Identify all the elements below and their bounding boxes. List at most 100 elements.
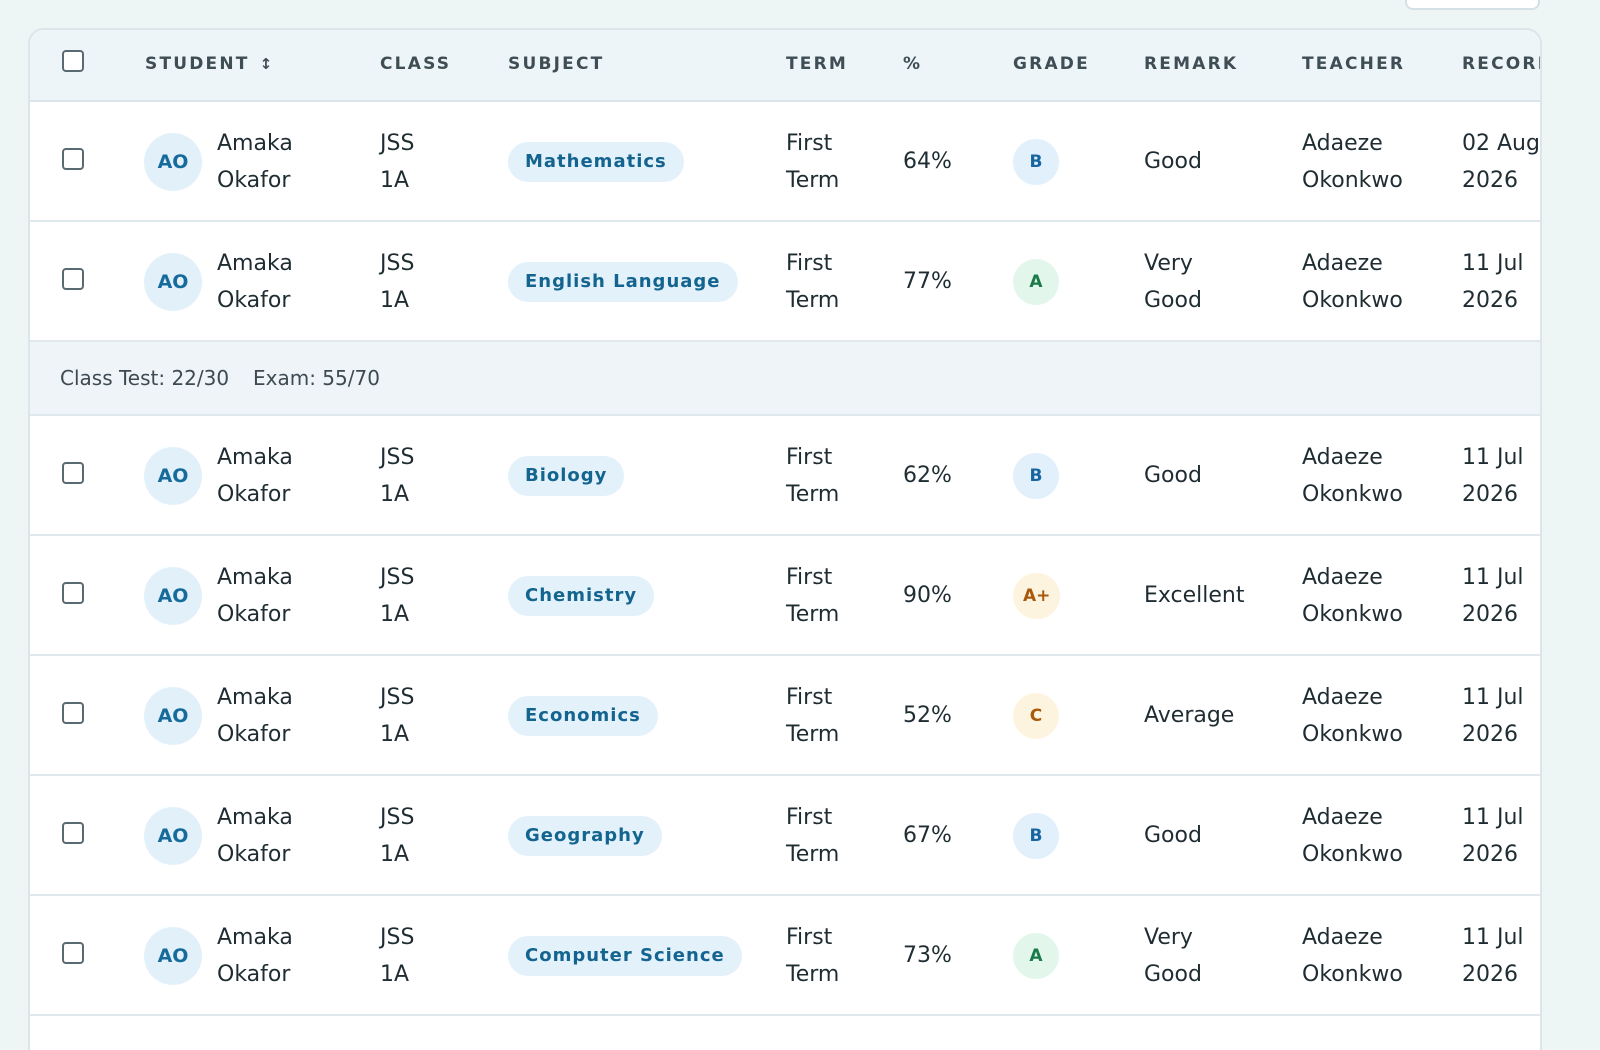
header-teacher: TEACHER [1302, 54, 1406, 74]
header-recorded: RECORD [1462, 54, 1540, 74]
table-row[interactable]: AO Amaka Okafor JSS 1A Chemistry First T… [30, 536, 1540, 656]
term-line-2: Term [786, 962, 840, 987]
recorded-day-month: 11 Jul [1462, 565, 1524, 590]
header-student[interactable]: STUDENT ↕ [145, 54, 273, 74]
teacher-first-name: Adaeze [1302, 251, 1383, 276]
row-checkbox[interactable] [62, 822, 84, 844]
top-action-button[interactable] [1405, 0, 1540, 10]
class-level: JSS [380, 251, 415, 276]
row-checkbox[interactable] [62, 268, 84, 290]
remark-cell: Very Good [1144, 919, 1202, 993]
recorded-date-cell: 11 Jul 2026 [1462, 245, 1524, 319]
avatar: AO [144, 447, 202, 505]
term-line-1: First [786, 565, 833, 590]
row-checkbox[interactable] [62, 148, 84, 170]
recorded-year: 2026 [1462, 168, 1518, 193]
percent-cell: 90% [903, 583, 952, 608]
subject-pill: English Language [508, 262, 738, 302]
student-last-name: Okafor [217, 168, 291, 193]
student-first-name: Amaka [217, 131, 293, 156]
class-cell: JSS 1A [380, 799, 414, 873]
header-subject: SUBJECT [508, 54, 605, 74]
teacher-cell: Adaeze Okonkwo [1302, 439, 1403, 513]
table-row[interactable]: AO Amaka Okafor JSS 1A Economics First T… [30, 656, 1540, 776]
recorded-day-month: 11 Jul [1462, 925, 1524, 950]
student-name[interactable]: Amaka Okafor [217, 125, 293, 199]
remark-line-1: Very [1144, 251, 1193, 276]
class-level: JSS [380, 565, 415, 590]
term-line-2: Term [786, 842, 840, 867]
row-checkbox[interactable] [62, 462, 84, 484]
percent-cell: 64% [903, 149, 952, 174]
grade-badge: A [1013, 933, 1059, 979]
term-line-2: Term [786, 288, 840, 313]
term-line-2: Term [786, 168, 840, 193]
grade-badge: B [1013, 813, 1059, 859]
student-name[interactable]: Amaka Okafor [217, 919, 293, 993]
grade-badge: C [1013, 693, 1059, 739]
class-level: JSS [380, 925, 415, 950]
term-line-1: First [786, 805, 833, 830]
table-row[interactable]: AO Amaka Okafor JSS 1A Geography First T… [30, 776, 1540, 896]
student-name[interactable]: Amaka Okafor [217, 679, 293, 753]
term-line-1: First [786, 251, 833, 276]
student-name[interactable]: Amaka Okafor [217, 559, 293, 633]
subject-pill: Mathematics [508, 142, 684, 182]
percent-cell: 77% [903, 269, 952, 294]
remark-line-1: Good [1144, 823, 1202, 848]
student-name[interactable]: Amaka Okafor [217, 245, 293, 319]
recorded-day-month: 11 Jul [1462, 685, 1524, 710]
student-name[interactable]: Amaka Okafor [217, 439, 293, 513]
exam-score: Exam: 55/70 [253, 366, 380, 390]
class-level: JSS [380, 445, 415, 470]
remark-cell: Average [1144, 697, 1234, 734]
recorded-year: 2026 [1462, 482, 1518, 507]
subject-pill: Biology [508, 456, 625, 496]
term-cell: First Term [786, 919, 839, 993]
remark-line-1: Very [1144, 925, 1193, 950]
remark-cell: Good [1144, 457, 1202, 494]
row-checkbox[interactable] [62, 582, 84, 604]
class-arm: 1A [380, 722, 410, 747]
recorded-date-cell: 11 Jul 2026 [1462, 799, 1524, 873]
teacher-first-name: Adaeze [1302, 685, 1383, 710]
sort-updown-icon[interactable]: ↕ [259, 55, 273, 73]
class-cell: JSS 1A [380, 919, 414, 993]
table-row[interactable]: AO Amaka Okafor JSS 1A Computer Science … [30, 896, 1540, 1016]
student-first-name: Amaka [217, 565, 293, 590]
scores-table-card: STUDENT ↕ CLASS SUBJECT TERM % GRADE REMA… [28, 28, 1542, 1050]
recorded-day-month: 02 Aug [1462, 131, 1540, 156]
class-arm: 1A [380, 288, 410, 313]
student-last-name: Okafor [217, 288, 291, 313]
remark-cell: Good [1144, 143, 1202, 180]
student-first-name: Amaka [217, 251, 293, 276]
row-checkbox[interactable] [62, 702, 84, 724]
term-cell: First Term [786, 559, 839, 633]
term-line-1: First [786, 925, 833, 950]
table-row[interactable]: AO Amaka Okafor JSS 1A Mathematics First… [30, 102, 1540, 222]
select-all-checkbox[interactable] [62, 50, 84, 72]
teacher-cell: Adaeze Okonkwo [1302, 559, 1403, 633]
teacher-first-name: Adaeze [1302, 445, 1383, 470]
recorded-year: 2026 [1462, 288, 1518, 313]
row-checkbox[interactable] [62, 942, 84, 964]
class-arm: 1A [380, 482, 410, 507]
subject-pill: Geography [508, 816, 662, 856]
grade-badge: A [1013, 259, 1059, 305]
remark-cell: Good [1144, 817, 1202, 854]
table-header: STUDENT ↕ CLASS SUBJECT TERM % GRADE REMA… [30, 30, 1540, 102]
student-first-name: Amaka [217, 445, 293, 470]
term-line-2: Term [786, 602, 840, 627]
class-arm: 1A [380, 168, 410, 193]
percent-cell: 73% [903, 943, 952, 968]
recorded-year: 2026 [1462, 602, 1518, 627]
term-line-2: Term [786, 722, 840, 747]
table-row[interactable]: AO Amaka Okafor JSS 1A Biology First Ter… [30, 416, 1540, 536]
header-remark: REMARK [1144, 54, 1239, 74]
avatar: AO [144, 567, 202, 625]
student-last-name: Okafor [217, 842, 291, 867]
recorded-year: 2026 [1462, 842, 1518, 867]
table-row[interactable]: AO Amaka Okafor JSS 1A English Language … [30, 222, 1540, 342]
student-name[interactable]: Amaka Okafor [217, 799, 293, 873]
class-level: JSS [380, 805, 415, 830]
